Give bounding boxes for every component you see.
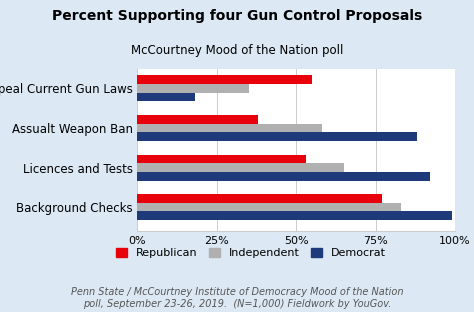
Bar <box>137 194 382 203</box>
Bar <box>137 93 195 101</box>
Bar <box>137 84 248 93</box>
Bar <box>137 212 452 220</box>
Bar <box>137 203 401 212</box>
Bar <box>137 132 417 141</box>
Bar <box>137 124 322 132</box>
Text: Penn State / McCourtney Institute of Democracy Mood of the Nation
poll, Septembe: Penn State / McCourtney Institute of Dem… <box>71 287 403 309</box>
Text: Percent Supporting four Gun Control Proposals: Percent Supporting four Gun Control Prop… <box>52 9 422 23</box>
Text: McCourtney Mood of the Nation poll: McCourtney Mood of the Nation poll <box>131 44 343 57</box>
Bar <box>137 163 344 172</box>
Bar <box>137 172 429 181</box>
Legend: Republican, Independent, Democrat: Republican, Independent, Democrat <box>112 243 391 263</box>
Bar <box>137 115 258 124</box>
Bar <box>137 154 306 163</box>
Bar <box>137 76 312 84</box>
